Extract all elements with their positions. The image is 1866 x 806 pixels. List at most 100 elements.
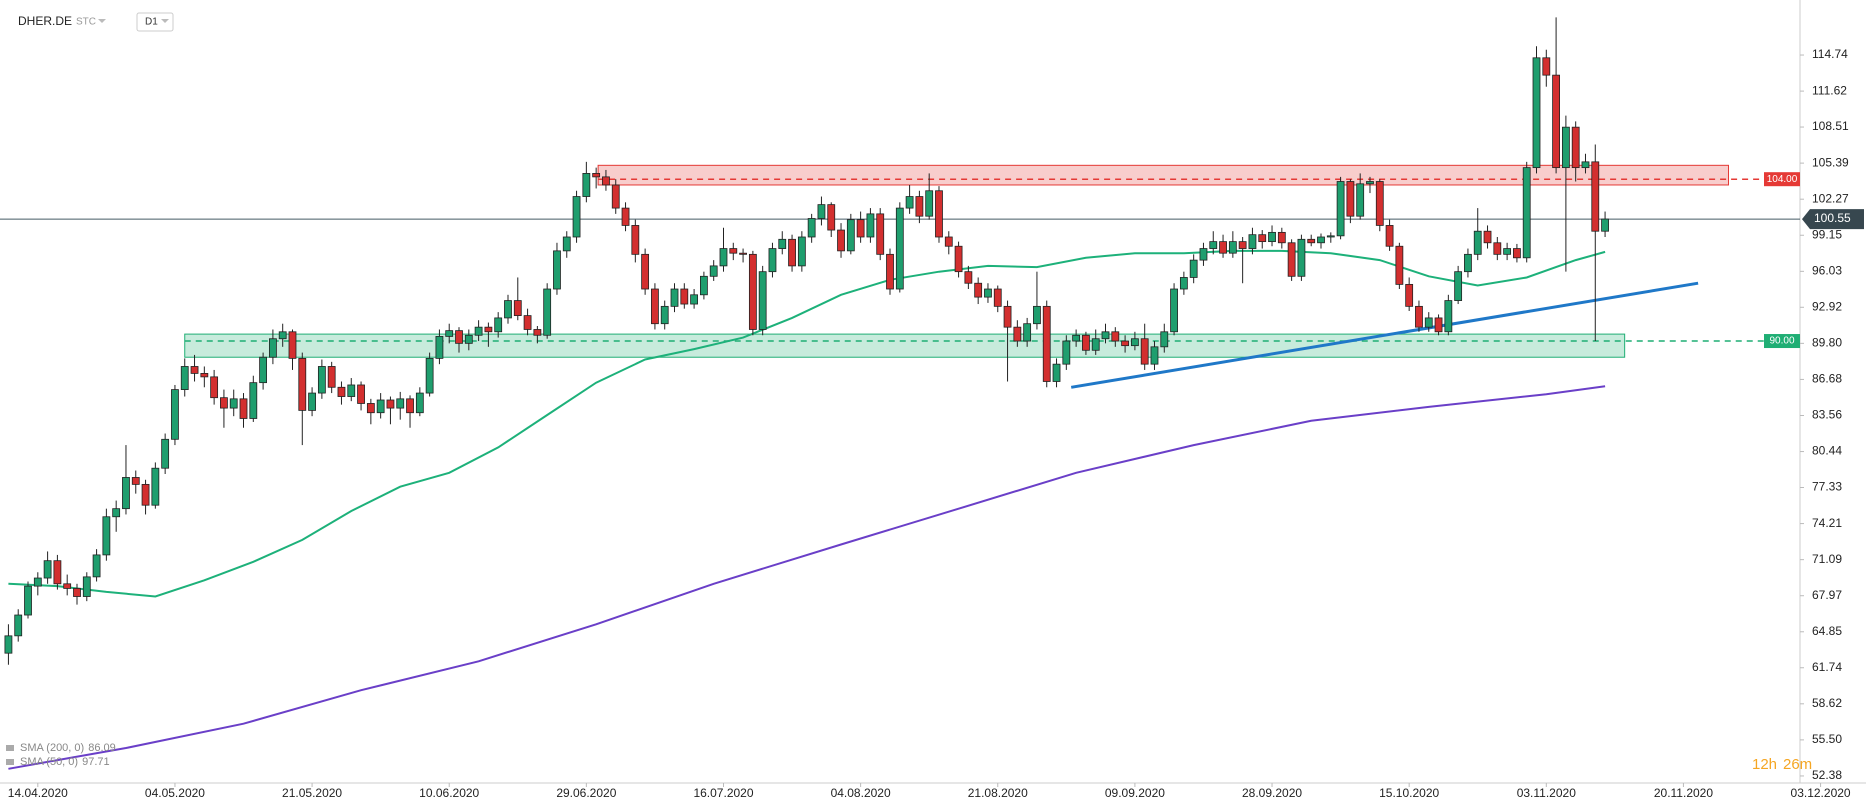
candle-body	[298, 357, 307, 411]
candle-body	[1542, 57, 1551, 76]
candle-body	[1601, 218, 1609, 232]
candle-body	[210, 376, 219, 399]
candle-body	[543, 288, 552, 336]
candle-body	[817, 204, 826, 219]
candle-body	[523, 315, 532, 330]
candle-body	[1317, 236, 1325, 244]
candle-body	[562, 236, 571, 252]
legend-entry: SMA (200, 0) 86.09	[20, 742, 116, 754]
candle-body	[925, 190, 934, 217]
y-tick-label: 67.97	[1812, 588, 1842, 602]
candle-body	[602, 176, 610, 186]
candle-body	[856, 219, 865, 238]
timeframe-box[interactable]	[136, 12, 174, 32]
x-tick-label: 21.05.2020	[282, 786, 342, 800]
candle-body	[24, 585, 32, 616]
candle-body	[768, 248, 777, 273]
x-tick-label: 09.09.2020	[1105, 786, 1165, 800]
candle-body	[151, 467, 160, 506]
candle-body	[406, 398, 414, 414]
y-tick-label: 55.50	[1812, 732, 1842, 746]
candle-body	[102, 516, 111, 556]
candle-body	[866, 213, 875, 238]
candle-body	[82, 576, 91, 597]
sma-line	[8, 385, 1606, 770]
candle-body	[631, 225, 640, 255]
candle-body	[1189, 259, 1198, 278]
candle-body	[425, 357, 434, 394]
x-tick-label: 03.11.2020	[1517, 786, 1576, 800]
trendline	[1070, 281, 1699, 389]
candle-body	[1464, 253, 1472, 273]
candle-body	[288, 331, 297, 359]
candle-body	[895, 207, 904, 290]
candle-body	[709, 265, 718, 277]
candle-body	[1444, 300, 1453, 333]
y-tick-label: 58.62	[1812, 696, 1842, 710]
candle-body	[1483, 230, 1492, 244]
x-tick-label: 16.07.2020	[693, 786, 753, 800]
candle-body	[1503, 248, 1512, 255]
y-tick-label: 102.27	[1812, 191, 1849, 205]
candle-body	[33, 577, 42, 587]
dropdown-arrow[interactable]	[161, 19, 169, 23]
level-label-box	[1764, 334, 1800, 349]
candle-body	[1072, 334, 1081, 342]
y-tick-label: 105.39	[1812, 155, 1849, 169]
candle-body	[641, 253, 650, 290]
instrument-type[interactable]: STC	[76, 17, 96, 28]
dropdown-arrow[interactable]	[98, 19, 106, 23]
candle-body	[670, 288, 679, 307]
candle-body	[807, 218, 816, 238]
candle-body	[278, 331, 287, 340]
candle-body	[396, 398, 405, 409]
candle-body	[1150, 346, 1159, 365]
candle-body	[611, 184, 620, 209]
candle-body	[944, 236, 953, 247]
candle-body	[1552, 74, 1560, 169]
candles	[4, 17, 1609, 665]
x-tick-label: 21.08.2020	[968, 786, 1028, 800]
zones: 104.00 90.00	[0, 164, 1800, 358]
zone	[597, 164, 1729, 186]
legend-entry: SMA (50, 0) 97.71	[20, 756, 110, 768]
level-label: 90.00	[1769, 336, 1794, 347]
candle-body	[455, 330, 463, 344]
candle-body	[474, 326, 483, 336]
symbol: DHER.DE	[18, 14, 72, 28]
candle-body	[572, 196, 581, 238]
candle-body	[366, 403, 375, 414]
legend-name: SMA (200, 0)	[20, 742, 84, 754]
candle-body	[748, 253, 757, 330]
candle-body	[1179, 277, 1188, 290]
candle-body	[1140, 338, 1149, 365]
legend-icon[interactable]	[6, 745, 14, 751]
candle-body	[1326, 235, 1335, 238]
candle-body	[1091, 338, 1100, 351]
candle-body	[993, 288, 1002, 307]
x-tick-label: 10.06.2020	[419, 786, 479, 800]
candle-body	[846, 219, 855, 252]
candle-body	[1258, 234, 1267, 243]
y-tick-label: 74.21	[1812, 516, 1842, 530]
candle-body	[1130, 338, 1139, 347]
x-tick-label: 03.12.2020	[1791, 786, 1851, 800]
candle-body	[171, 389, 179, 440]
candle-body	[53, 560, 62, 585]
legend-icon[interactable]	[6, 759, 14, 765]
axes: 114.74 111.62 108.51 105.39 102.27 99.15 96.03…	[8, 47, 1864, 800]
y-tick-label: 92.92	[1812, 299, 1842, 313]
timeframe[interactable]: D1	[145, 17, 158, 28]
candle-body	[1346, 181, 1355, 217]
sma-line	[8, 249, 1606, 598]
x-tick-label: 29.06.2020	[556, 786, 616, 800]
y-tick-label: 83.56	[1812, 408, 1842, 422]
candle-body	[651, 288, 659, 325]
level-label: 104.00	[1767, 174, 1798, 185]
candle-body	[43, 560, 52, 579]
candle-body	[533, 329, 542, 336]
x-tick-label: 04.08.2020	[831, 786, 891, 800]
x-tick-label: 14.04.2020	[8, 786, 68, 800]
candle-body	[513, 300, 522, 317]
candle-body	[719, 248, 728, 267]
